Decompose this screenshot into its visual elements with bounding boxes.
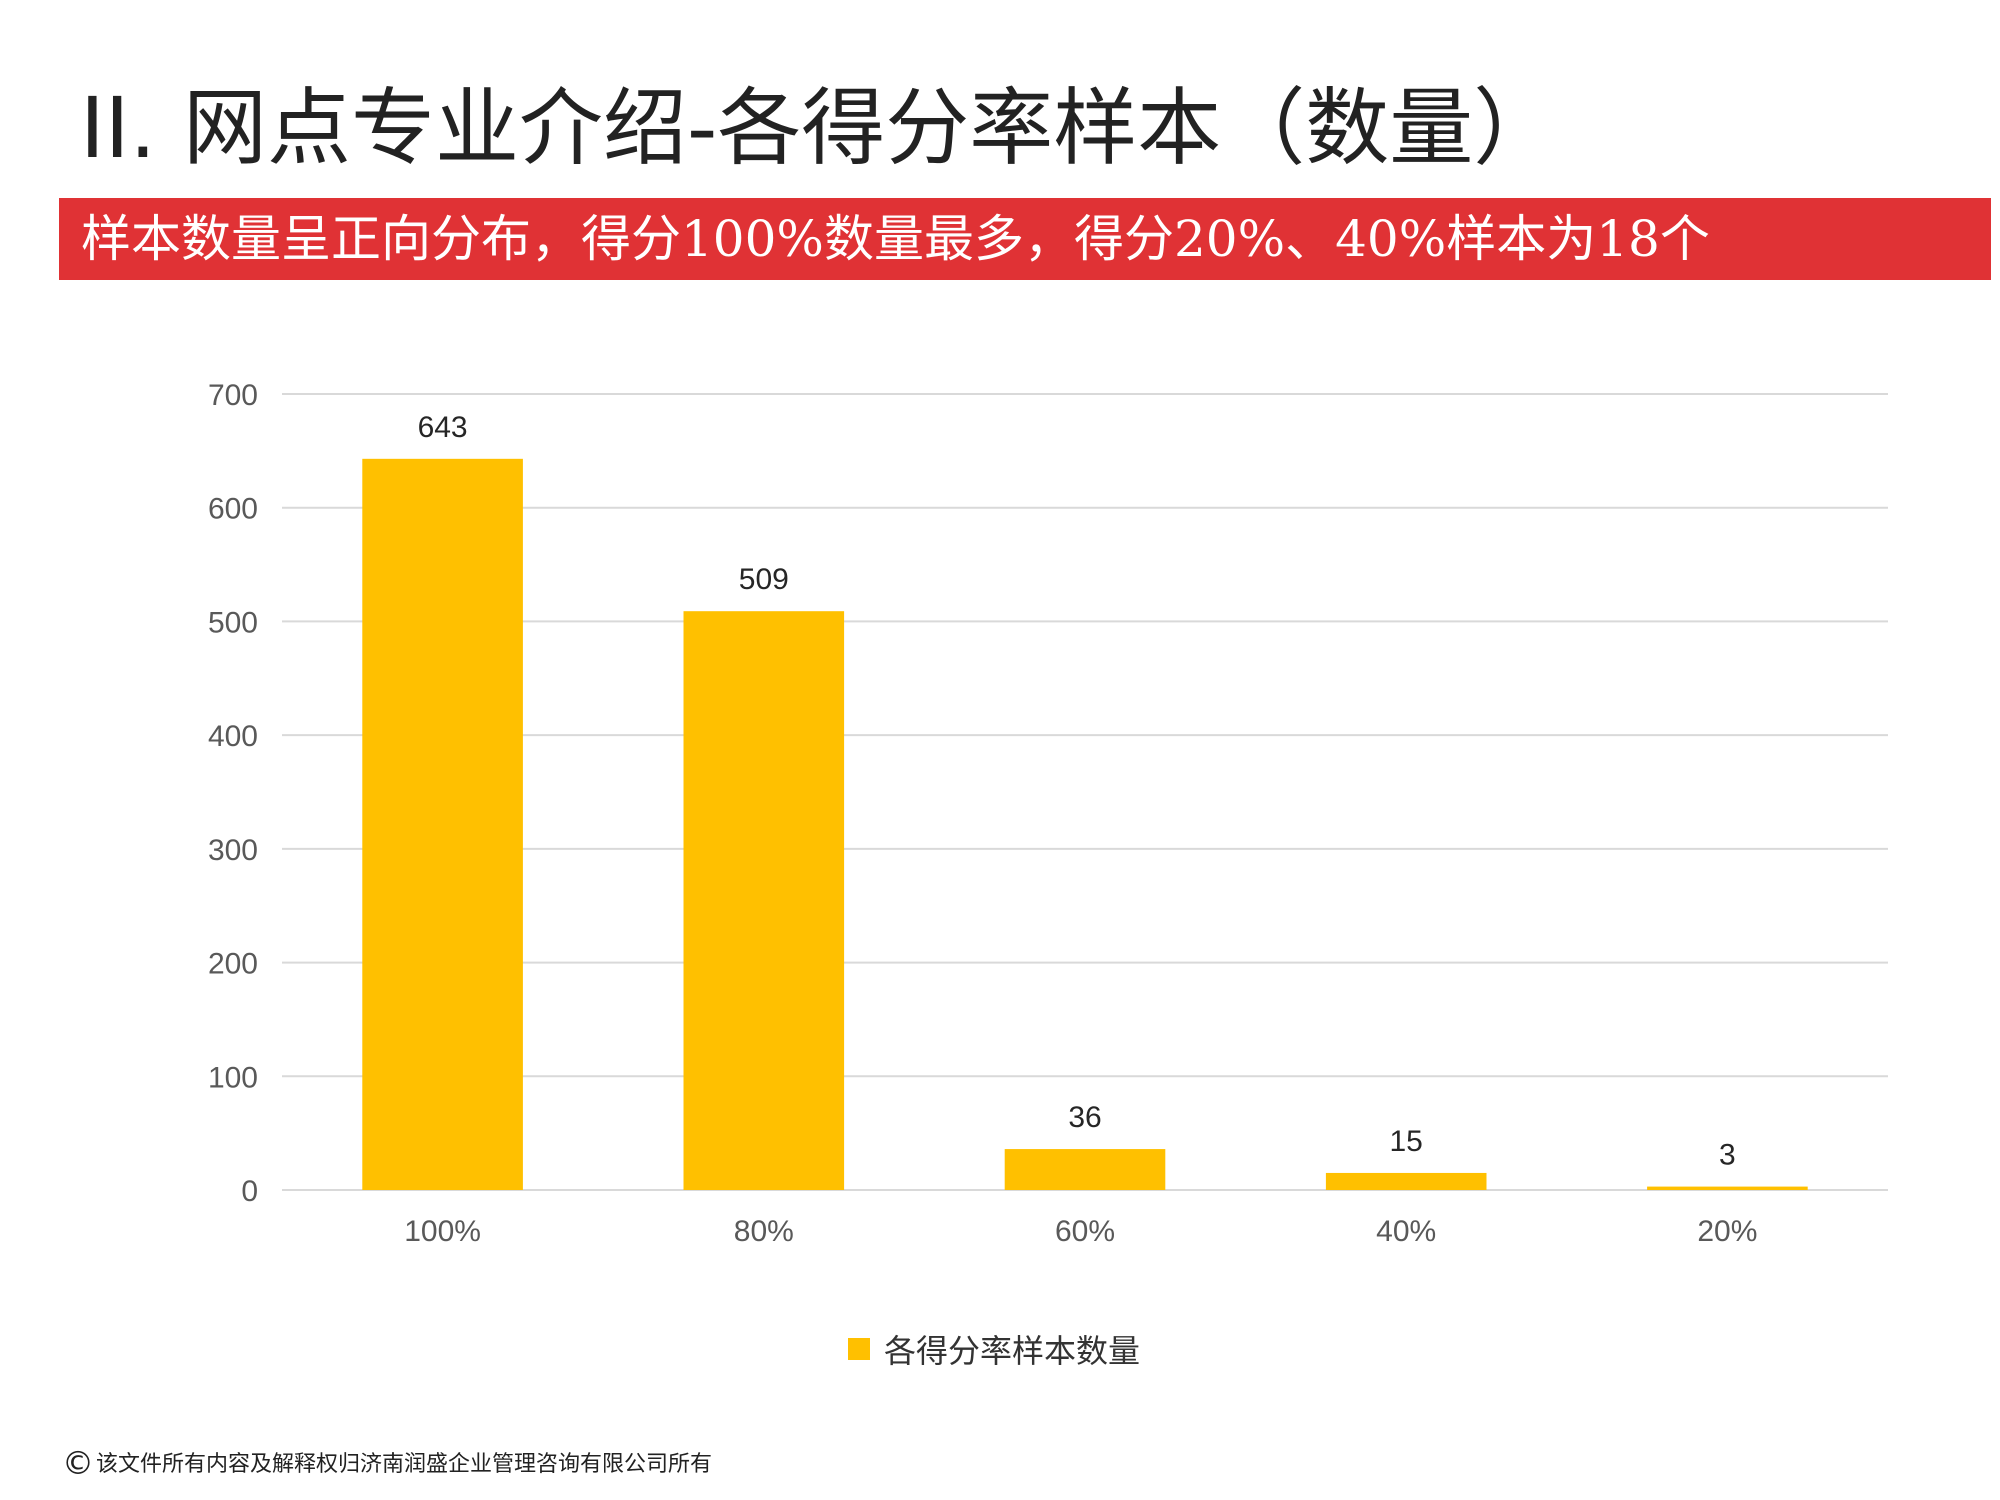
data-labels: 643 509 36 15 3: [418, 411, 1736, 1172]
bar-value-label: 36: [1068, 1101, 1101, 1134]
x-tick-label: 100%: [404, 1215, 481, 1248]
page-title: II. 网点专业介绍-各得分率样本（数量）: [80, 79, 1558, 177]
legend-label: 各得分率样本数量: [884, 1332, 1141, 1370]
summary-banner: 样本数量呈正向分布，得分100%数量最多，得分20%、40%样本为18个: [59, 198, 1991, 280]
x-tick-label: 20%: [1697, 1215, 1757, 1248]
bar-value-label: 15: [1390, 1125, 1423, 1158]
y-tick-label: 0: [241, 1175, 258, 1208]
legend-swatch: [848, 1338, 870, 1360]
x-tick-label: 40%: [1376, 1215, 1436, 1248]
y-tick-label: 500: [208, 606, 258, 639]
bar: [1325, 1172, 1487, 1190]
y-tick-label: 400: [208, 720, 258, 753]
copyright-text: 该文件所有内容及解释权归济南润盛企业管理咨询有限公司所有: [96, 1452, 713, 1477]
x-tick-label: 60%: [1055, 1215, 1115, 1248]
x-axis-ticks: 100% 80% 60% 40% 20%: [404, 1215, 1757, 1248]
y-tick-label: 700: [208, 379, 258, 412]
copyright-notice: © 该文件所有内容及解释权归济南润盛企业管理咨询有限公司所有: [62, 1442, 712, 1482]
y-tick-label: 600: [208, 493, 258, 526]
bar-value-label: 509: [739, 563, 789, 596]
bar: [1004, 1149, 1166, 1190]
y-tick-label: 200: [208, 948, 258, 981]
bar: [1647, 1186, 1808, 1190]
bar-value-label: 643: [418, 411, 468, 444]
y-axis-ticks: 0 100 200 300 400 500 600 700: [208, 379, 258, 1208]
bar: [362, 458, 523, 1190]
bar: [683, 611, 845, 1190]
y-tick-label: 100: [208, 1061, 258, 1094]
bars: [362, 458, 1808, 1190]
y-tick-label: 300: [208, 834, 258, 867]
chart-legend: 各得分率样本数量: [848, 1324, 1140, 1374]
x-tick-label: 80%: [734, 1215, 794, 1248]
copyright-icon: ©: [62, 1444, 94, 1482]
gridlines: [282, 393, 1888, 1191]
summary-banner-text: 样本数量呈正向分布，得分100%数量最多，得分20%、40%样本为18个: [81, 210, 1710, 268]
bar-value-label: 3: [1719, 1139, 1736, 1172]
